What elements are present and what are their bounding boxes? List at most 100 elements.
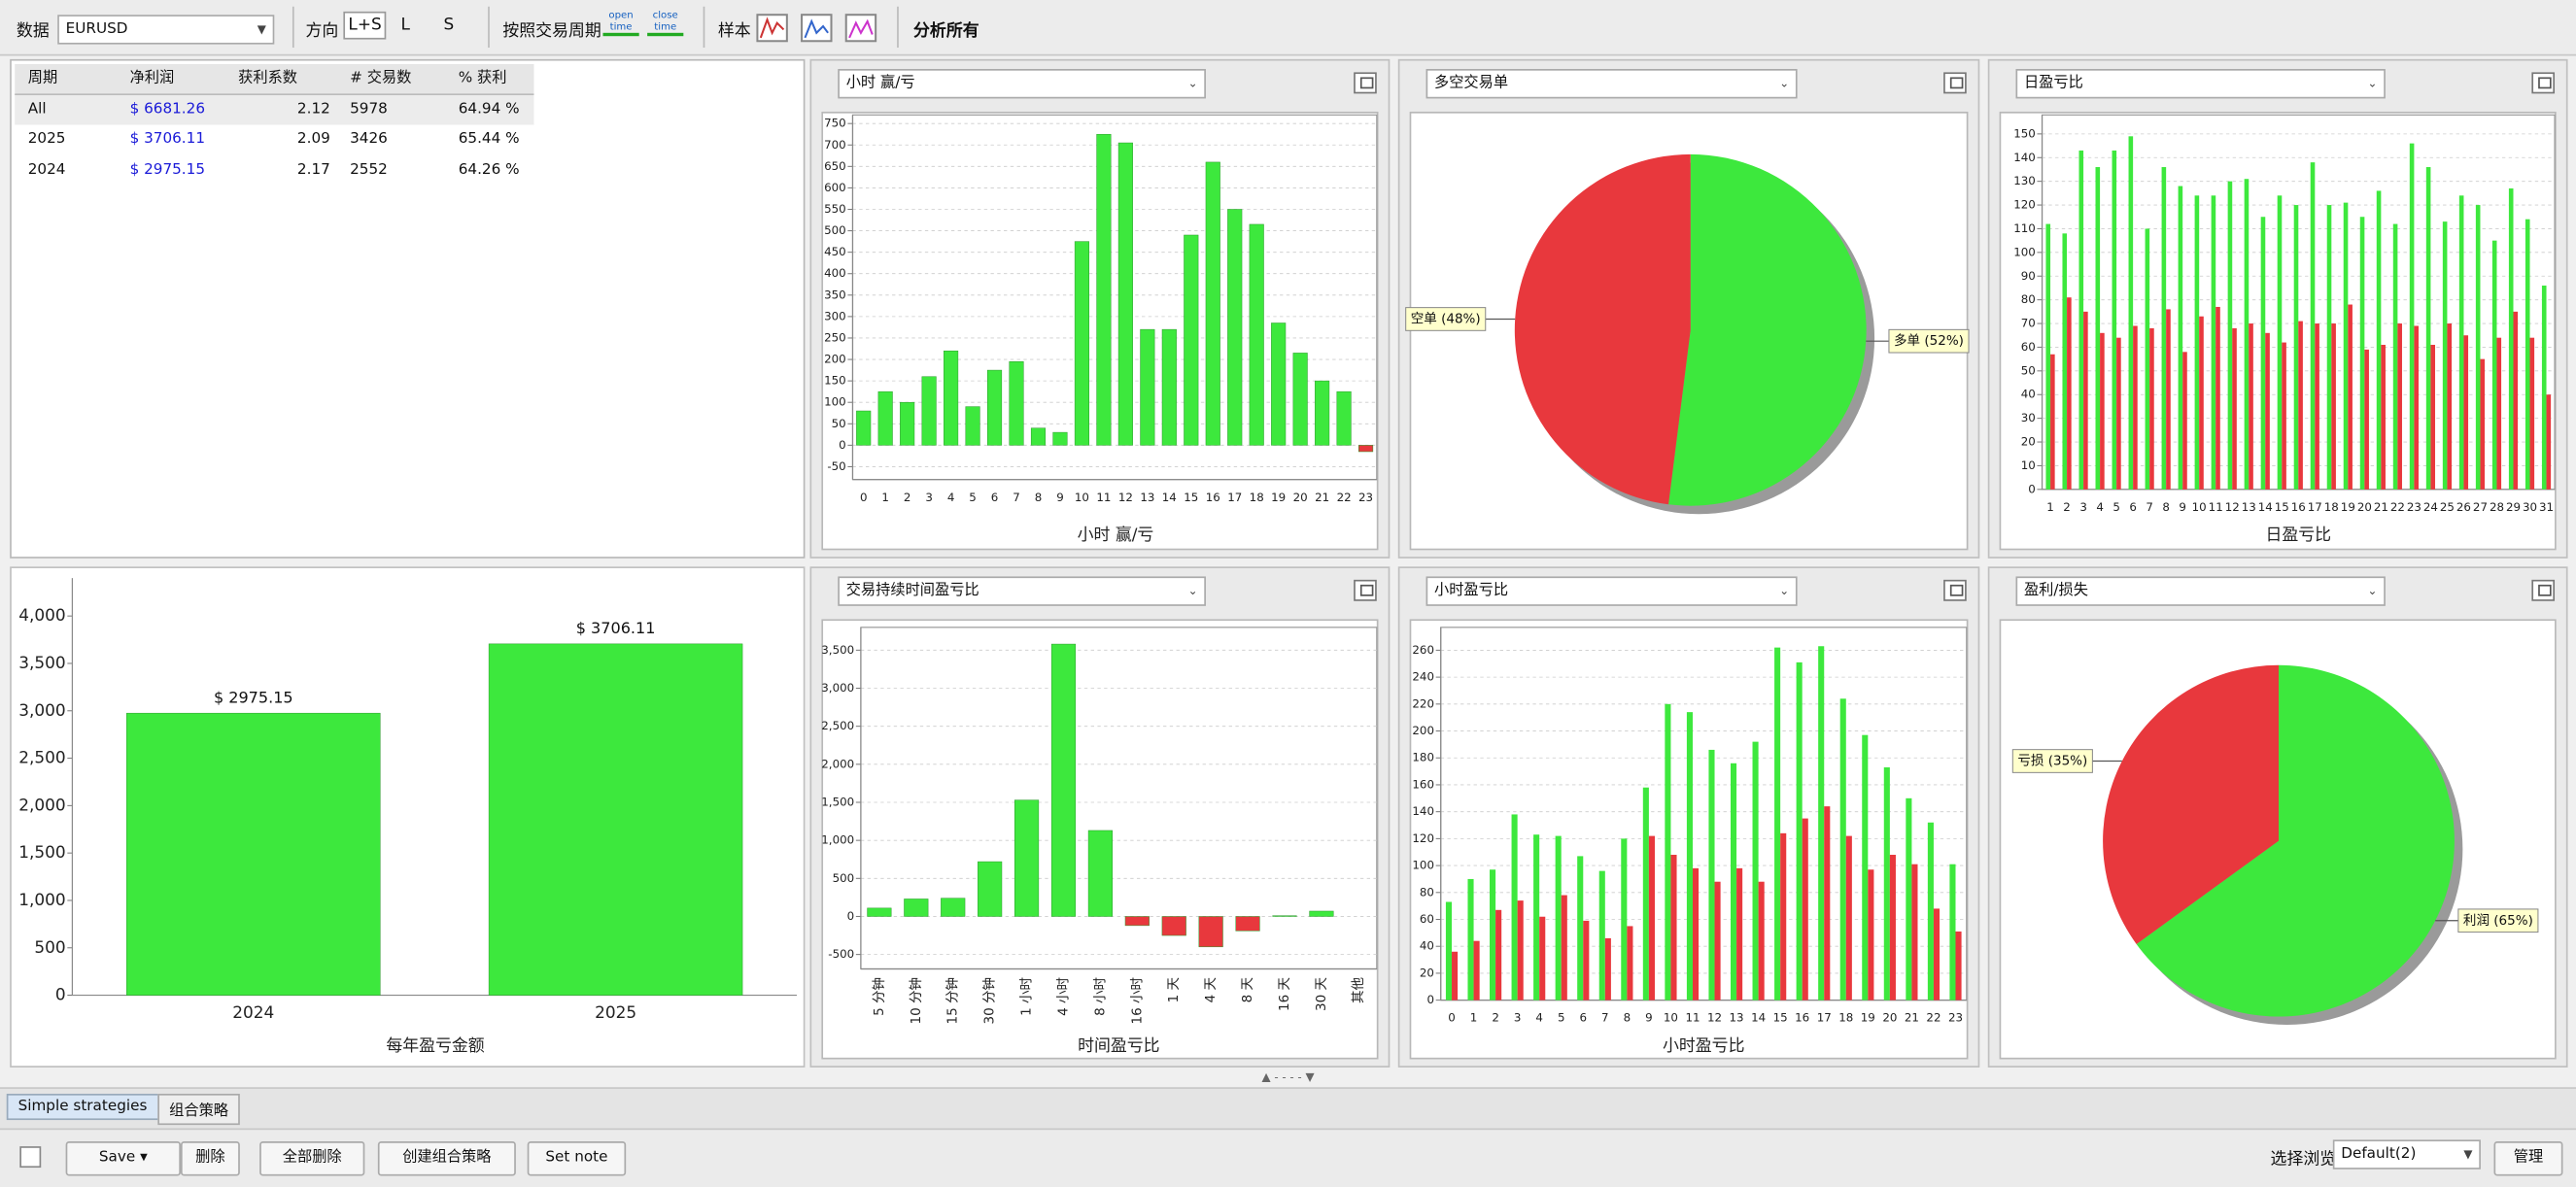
y-tick-label: -500 [828, 947, 854, 961]
table-cell: 2025 [27, 131, 66, 149]
bar [2508, 187, 2514, 490]
x-tick-label: 8 小时 [1092, 977, 1108, 1016]
bar [2430, 345, 2436, 490]
x-tick-label: 19 [1271, 491, 1286, 504]
x-tick-label: 4 [947, 491, 955, 504]
x-tick-label: 12 [1707, 1011, 1722, 1025]
x-tick-label: 13 [1730, 1011, 1744, 1025]
y-tick-label: 2,500 [18, 748, 65, 767]
view-select[interactable]: Default(2) ▼ [2332, 1139, 2481, 1170]
x-tick-label: 15 分钟 [945, 977, 961, 1025]
y-tick-label: 3,000 [821, 681, 854, 695]
bar [1730, 763, 1737, 1000]
x-tick-label: 10 [1075, 491, 1089, 504]
x-tick-label: 24 [2423, 500, 2438, 514]
bar [2480, 358, 2486, 490]
table-cell: 2.17 [296, 161, 330, 179]
x-tick-label: 14 [1751, 1011, 1766, 1025]
table-cell: 65.44 % [458, 131, 520, 149]
create-portfolio-button[interactable]: 创建组合策略 [377, 1141, 516, 1176]
chart-select-value: 日盈亏比 [2023, 75, 2083, 92]
detach-icon[interactable] [2531, 579, 2556, 601]
detach-icon[interactable] [1354, 579, 1377, 601]
x-tick-label: 14 [2258, 500, 2273, 514]
analyze-all[interactable]: 分析所有 [913, 22, 979, 42]
x-tick-label: 15 [1773, 1011, 1788, 1025]
y-tick-label: 120 [1412, 831, 1434, 845]
tab[interactable]: 组合策略 [157, 1094, 240, 1126]
set-note-button[interactable]: Set note [527, 1141, 627, 1176]
direction-button[interactable]: L+S [343, 11, 387, 40]
detach-icon[interactable] [1943, 72, 1967, 94]
manage-button[interactable]: 管理 [2493, 1141, 2563, 1176]
chart-select[interactable]: 多空交易单 ⌄ [1425, 69, 1798, 99]
bar [2116, 337, 2121, 490]
bar [1598, 870, 1605, 1000]
bar [1555, 835, 1562, 1000]
x-tick-label: 1 [2046, 500, 2054, 514]
bar [1050, 643, 1077, 917]
bar [2326, 205, 2332, 490]
bar [2524, 219, 2530, 490]
chart-select[interactable]: 小时 赢/亏 ⌄ [838, 69, 1206, 99]
dropdown-arrow: ⌄ [1779, 77, 1790, 90]
x-tick-label: 2 [2063, 500, 2071, 514]
bar [1911, 864, 1918, 1000]
table-cell: 2552 [350, 161, 388, 179]
splitter[interactable]: ▲ - - - - ▼ [1261, 1070, 1315, 1084]
open-time-button[interactable]: open time [602, 10, 639, 37]
chart-select[interactable]: 日盈亏比 ⌄ [2015, 69, 2386, 99]
bar [904, 899, 929, 917]
chart-select[interactable]: 盈利/损失 ⌄ [2015, 576, 2386, 606]
delete-button[interactable]: 删除 [180, 1141, 240, 1176]
y-tick-label: 400 [824, 266, 846, 280]
detach-icon[interactable] [2531, 72, 2556, 94]
direction-button[interactable]: L [400, 16, 410, 35]
data-label: 数据 [16, 22, 50, 42]
x-tick-label: 7 [1013, 491, 1020, 504]
y-tick-label: 90 [2021, 269, 2036, 283]
bar [2166, 309, 2171, 490]
x-tick-label: 23 [2407, 500, 2421, 514]
selected-row[interactable] [15, 95, 534, 125]
sample-icons[interactable] [756, 14, 887, 43]
bar [2343, 202, 2349, 490]
bar [1271, 322, 1287, 446]
save-button[interactable]: Save ▾ [65, 1141, 181, 1176]
bar [1292, 353, 1308, 446]
checkbox[interactable] [19, 1146, 42, 1169]
bar [2409, 143, 2415, 490]
y-tick-label: 1,500 [821, 795, 854, 808]
chart-select[interactable]: 小时盈亏比 ⌄ [1425, 576, 1798, 606]
bar [2128, 136, 2134, 490]
bar [2215, 306, 2220, 490]
detach-icon[interactable] [1943, 579, 1967, 601]
bar [1824, 806, 1831, 1000]
bar [2331, 323, 2336, 490]
close-time-button[interactable]: close time [647, 10, 684, 37]
bar [1604, 937, 1611, 1000]
direction-button[interactable]: S [443, 16, 455, 35]
x-tick-label: 27 [2473, 500, 2488, 514]
table-cell: 3426 [350, 131, 388, 149]
delete-all-button[interactable]: 全部删除 [259, 1141, 365, 1176]
plot-area [1440, 627, 1968, 1001]
y-tick-label: 50 [832, 417, 846, 430]
dropdown-arrow: ⌄ [1187, 584, 1198, 598]
bar [965, 406, 980, 446]
bar [1577, 856, 1584, 1000]
chart-select[interactable]: 交易持续时间盈亏比 ⌄ [838, 576, 1206, 606]
y-tick-label: 500 [824, 223, 846, 237]
y-tick-label: 3,500 [821, 643, 854, 657]
bar [2083, 311, 2088, 490]
bar [2458, 195, 2464, 490]
dropdown-arrow: ⌄ [2367, 77, 2378, 90]
detach-icon[interactable] [1354, 72, 1377, 94]
tab[interactable]: Simple strategies [6, 1094, 159, 1121]
bar [1117, 142, 1133, 446]
symbol-select[interactable]: EURUSD ▼ [57, 15, 275, 45]
bar [1087, 830, 1113, 917]
x-tick-label: 19 [2341, 500, 2355, 514]
charts-layer: -500501001502002503003504004505005506006… [18, 114, 2556, 1055]
x-tick-label: 17 [1817, 1011, 1832, 1025]
